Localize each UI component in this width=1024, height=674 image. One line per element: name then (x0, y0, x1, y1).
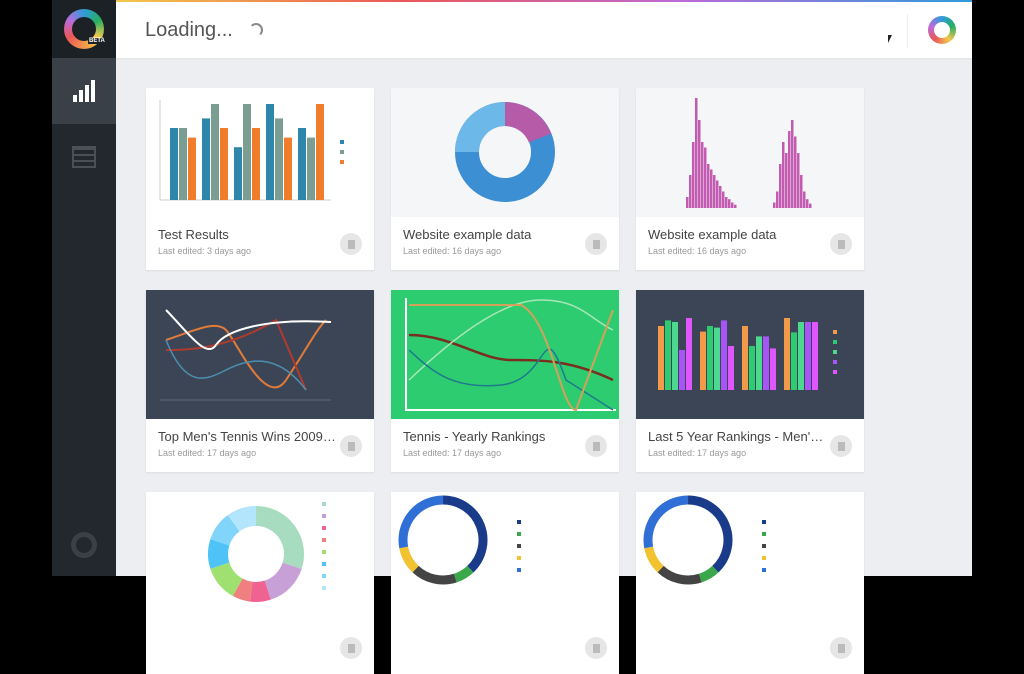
delete-button[interactable] (830, 435, 852, 457)
card-info: Test Results Last edited: 3 days ago (146, 217, 374, 270)
card-info: Website example data Last edited: 16 days… (636, 217, 864, 270)
user-menu-logo[interactable] (928, 16, 956, 44)
chart-card[interactable]: Top Men's Tennis Wins 2009 - ... Last edi… (146, 290, 374, 472)
card-last-edited: Last edited: 17 days ago (158, 448, 257, 458)
delete-button[interactable] (585, 435, 607, 457)
chart-card[interactable]: Tennis - Yearly Rankings Last edited: 17 … (391, 290, 619, 472)
trash-icon (837, 239, 845, 249)
card-title[interactable]: Website example data (403, 227, 532, 242)
main-content: Loading... Test Results Last edited: 3 da… (116, 0, 972, 674)
delete-button[interactable] (830, 637, 852, 659)
card-info (391, 621, 619, 674)
card-info (146, 621, 374, 674)
chart-thumbnail[interactable] (146, 290, 374, 419)
chart-preview (636, 492, 864, 621)
chart-thumbnail[interactable] (146, 492, 374, 621)
card-title[interactable]: Last 5 Year Rankings - Men's ... (648, 429, 828, 444)
sidebar-item-data[interactable] (52, 124, 116, 190)
chart-preview (636, 88, 864, 217)
trash-icon (347, 643, 355, 653)
sidebar-item-charts[interactable] (52, 58, 116, 124)
card-last-edited: Last edited: 16 days ago (648, 246, 747, 256)
card-last-edited: Last edited: 17 days ago (648, 448, 747, 458)
divider (907, 14, 908, 48)
card-info: Website example data Last edited: 16 days… (391, 217, 619, 270)
delete-button[interactable] (830, 233, 852, 255)
card-last-edited: Last edited: 17 days ago (403, 448, 502, 458)
chart-thumbnail[interactable] (636, 492, 864, 621)
header: Loading... (116, 2, 972, 58)
delete-button[interactable] (340, 435, 362, 457)
delete-button[interactable] (585, 637, 607, 659)
chart-thumbnail[interactable] (636, 88, 864, 217)
card-info: Tennis - Yearly Rankings Last edited: 17 … (391, 419, 619, 472)
chart-card[interactable] (636, 492, 864, 674)
spinner-icon (248, 23, 263, 37)
delete-button[interactable] (340, 637, 362, 659)
chart-thumbnail[interactable] (391, 88, 619, 217)
chart-thumbnail[interactable] (146, 88, 374, 217)
chart-grid: Test Results Last edited: 3 days ago Webs… (146, 88, 864, 674)
card-title[interactable]: Test Results (158, 227, 229, 242)
beta-badge: BETA (88, 38, 106, 44)
chart-thumbnail[interactable] (391, 492, 619, 621)
chart-preview (391, 290, 619, 419)
trash-icon (592, 239, 600, 249)
card-last-edited: Last edited: 16 days ago (403, 246, 502, 256)
chart-preview (391, 88, 619, 217)
card-info: Last 5 Year Rankings - Men's ... Last edi… (636, 419, 864, 472)
card-last-edited: Last edited: 3 days ago (158, 246, 252, 256)
delete-button[interactable] (340, 233, 362, 255)
card-title[interactable]: Website example data (648, 227, 777, 242)
chart-preview (146, 290, 374, 419)
table-icon (72, 146, 96, 168)
app-logo[interactable]: BETA (52, 0, 116, 58)
chart-thumbnail[interactable] (391, 290, 619, 419)
sidebar: BETA (52, 0, 116, 576)
loading-bar (116, 0, 972, 2)
bar-chart-icon (73, 80, 95, 102)
chart-preview (391, 492, 619, 621)
chart-card[interactable] (146, 492, 374, 674)
chart-thumbnail[interactable] (636, 290, 864, 419)
lifebuoy-icon[interactable] (71, 532, 97, 558)
trash-icon (347, 239, 355, 249)
card-info (636, 621, 864, 674)
chart-preview (636, 290, 864, 419)
trash-icon (592, 643, 600, 653)
chart-preview (146, 492, 374, 621)
chart-card[interactable] (391, 492, 619, 674)
chart-card[interactable]: Last 5 Year Rankings - Men's ... Last edi… (636, 290, 864, 472)
chart-card[interactable]: Test Results Last edited: 3 days ago (146, 88, 374, 270)
trash-icon (837, 441, 845, 451)
trash-icon (592, 441, 600, 451)
card-info: Top Men's Tennis Wins 2009 - ... Last edi… (146, 419, 374, 472)
delete-button[interactable] (585, 233, 607, 255)
trash-icon (837, 643, 845, 653)
mouse-cursor (888, 35, 892, 43)
chart-card[interactable]: Website example data Last edited: 16 days… (391, 88, 619, 270)
page-title: Loading... (145, 18, 233, 41)
card-title[interactable]: Tennis - Yearly Rankings (403, 429, 546, 444)
card-title[interactable]: Top Men's Tennis Wins 2009 - ... (158, 429, 338, 444)
chart-card[interactable]: Website example data Last edited: 16 days… (636, 88, 864, 270)
trash-icon (347, 441, 355, 451)
chart-preview (146, 88, 374, 217)
